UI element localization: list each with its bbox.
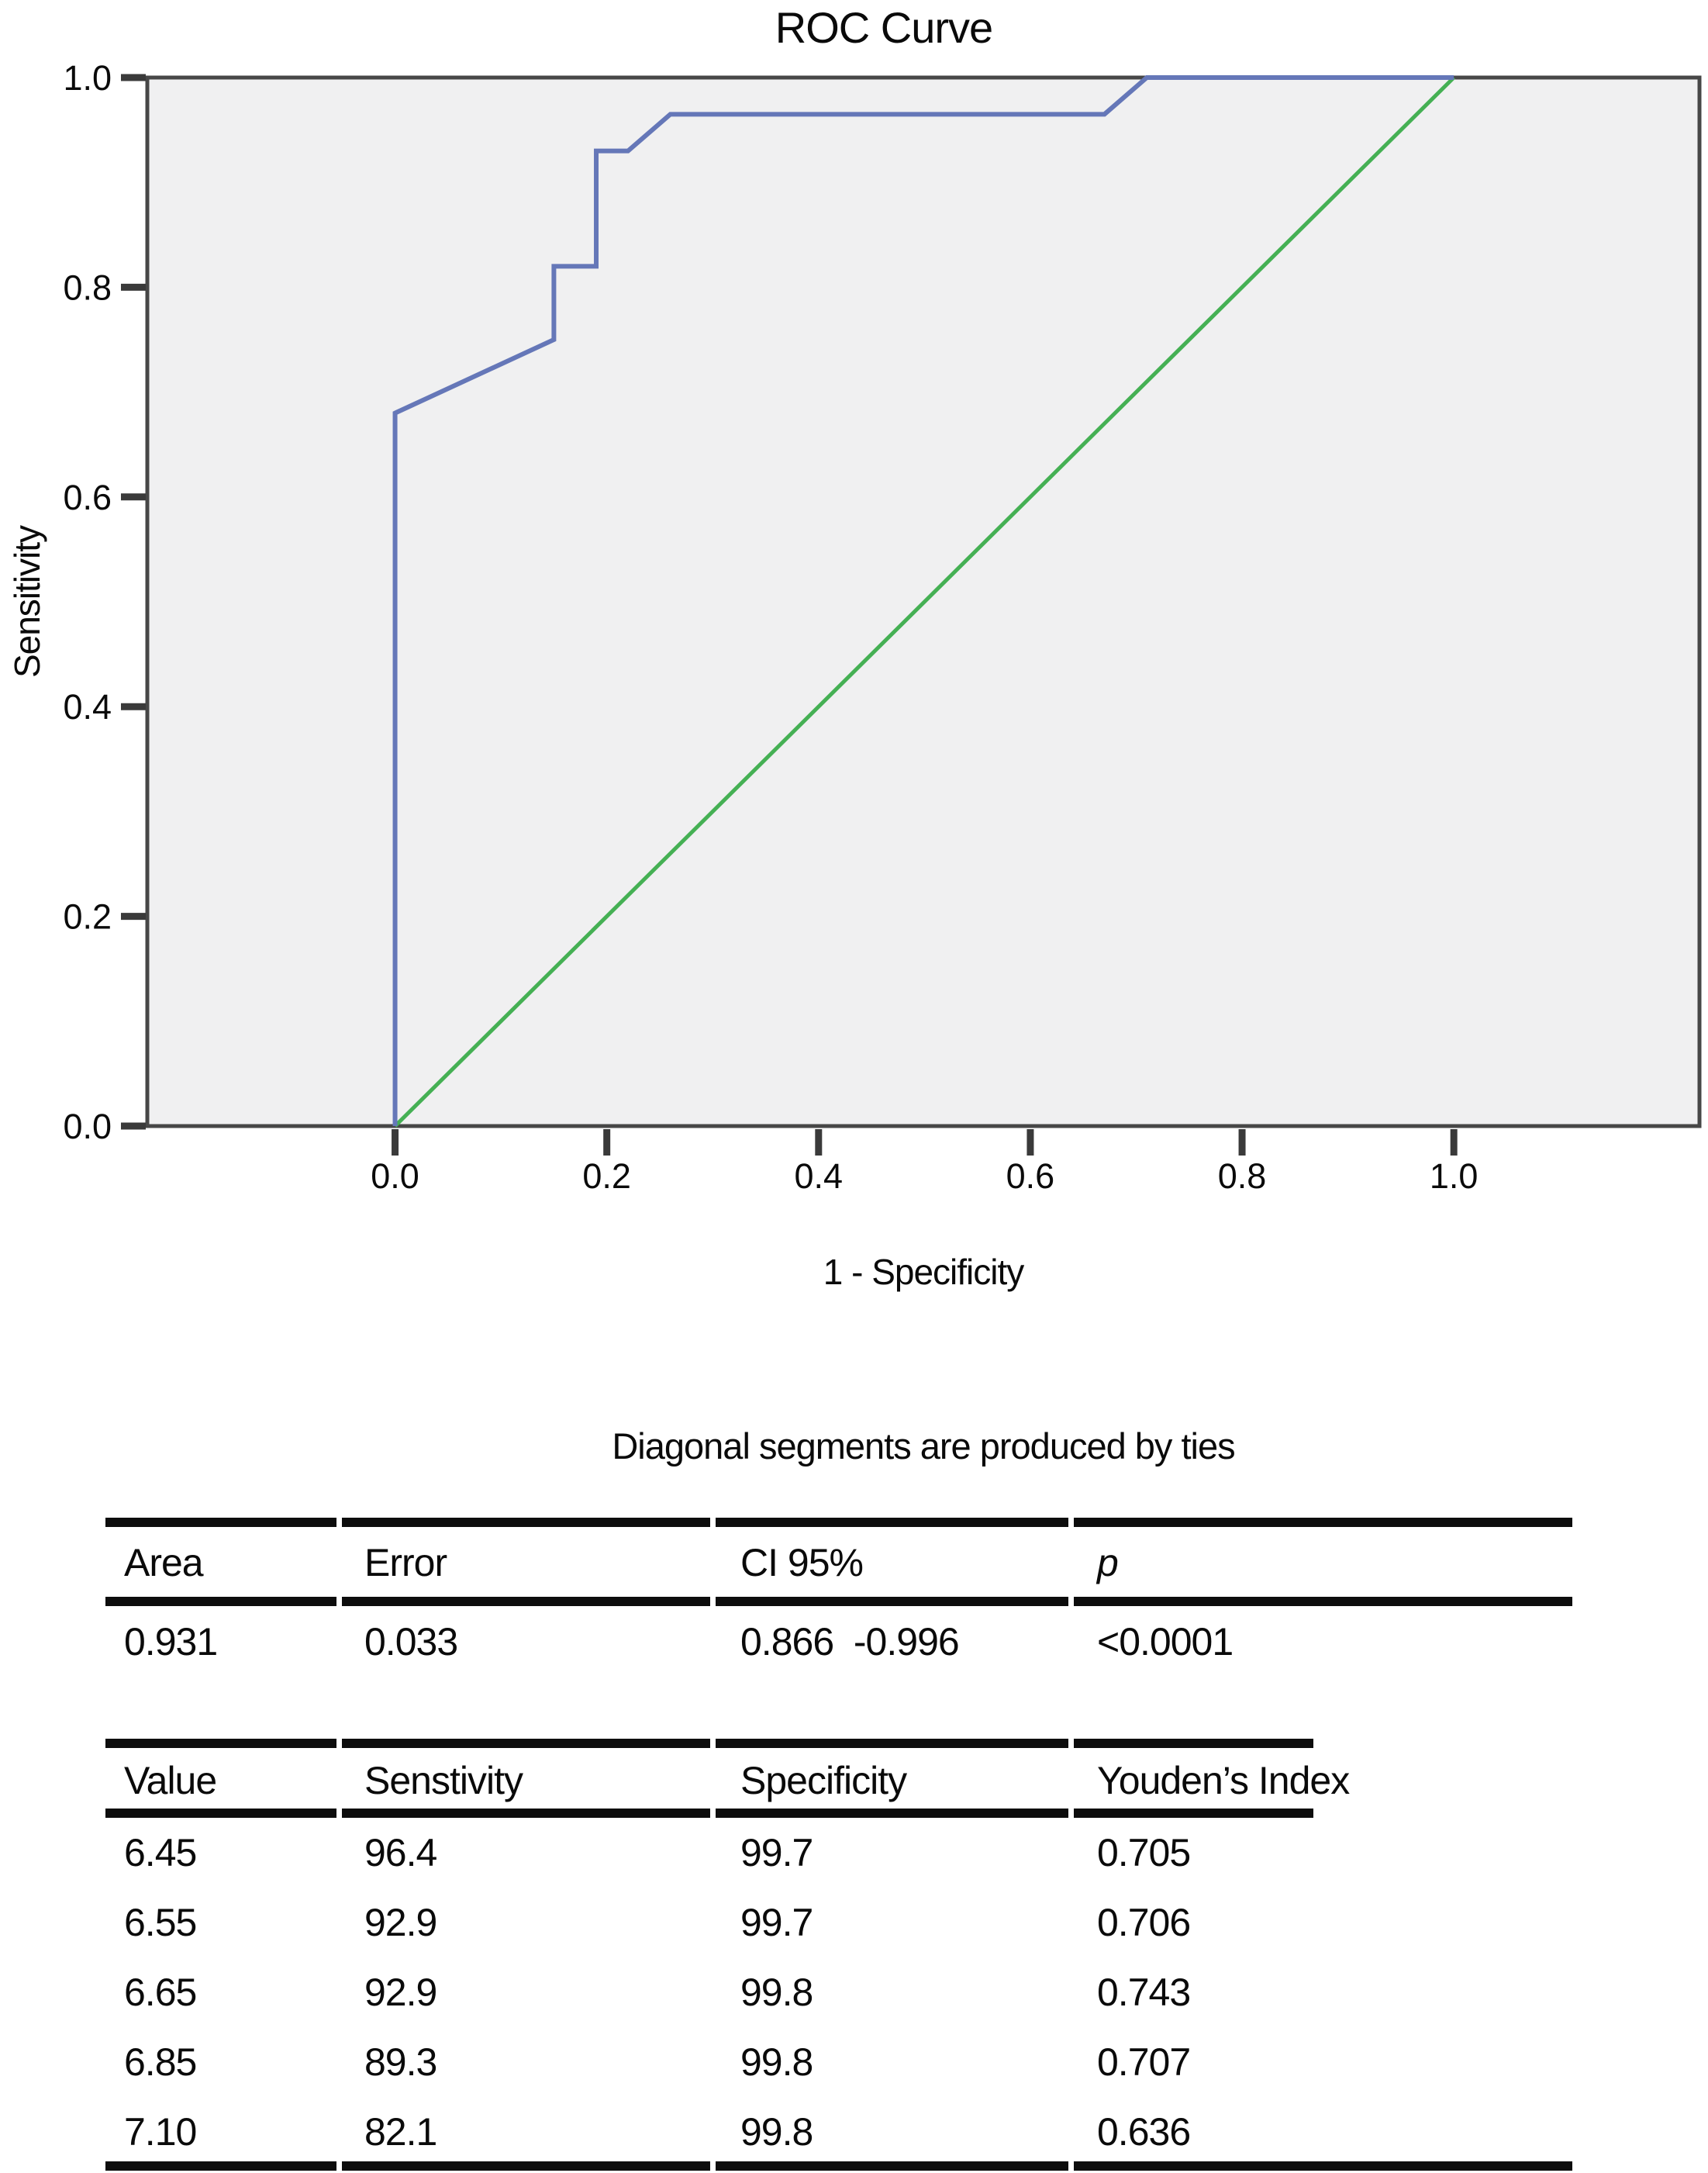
x-tick-label: 0.2 <box>582 1156 631 1196</box>
reference-diagonal-line <box>393 76 1455 1128</box>
auc-header-error: Error <box>364 1541 447 1584</box>
auc-value-ci: 0.866 -0.996 <box>740 1620 960 1663</box>
x-tick-label: 0.6 <box>1006 1156 1055 1196</box>
threshold-table-top-rule <box>105 1739 1313 1748</box>
roc-curve-line <box>392 75 1454 1126</box>
y-tick-label: 0.2 <box>63 897 112 937</box>
auc-table-top-rule <box>105 1518 1572 1527</box>
auc-header-area: Area <box>124 1541 204 1584</box>
th-cell: 99.8 <box>740 1971 813 2014</box>
th-cell: 92.9 <box>364 1971 437 2014</box>
th-cell: 6.55 <box>124 1901 197 1944</box>
th-cell: 6.85 <box>124 2040 197 2084</box>
y-tick-label: 0.6 <box>63 478 112 517</box>
th-cell: 82.1 <box>364 2110 437 2154</box>
th-cell: 7.10 <box>124 2110 197 2154</box>
x-axis-title: 1 - Specificity <box>823 1252 1025 1292</box>
plot-frame <box>145 75 1702 1128</box>
chart-caption: Diagonal segments are produced by ties <box>612 1425 1235 1467</box>
chart-title: ROC Curve <box>775 3 993 52</box>
auc-header-p: p <box>1097 1541 1119 1584</box>
auc-value-p: <0.0001 <box>1097 1620 1234 1663</box>
th-cell: 92.9 <box>364 1901 437 1944</box>
roc-plot: 0.0 0.2 0.4 0.6 0.8 1.0 0.0 0.2 0.4 0.6 0.8 1.0 <box>63 58 1702 1196</box>
y-tick-label: 1.0 <box>63 58 112 98</box>
x-tick-label: 1.0 <box>1430 1156 1479 1196</box>
th-cell: 99.8 <box>740 2110 813 2154</box>
th-cell: 0.705 <box>1097 1831 1191 1874</box>
threshold-table-header-rule <box>105 1809 1313 1818</box>
y-tick-label: 0.8 <box>63 268 112 307</box>
th-cell: 0.706 <box>1097 1901 1191 1944</box>
th-cell: 0.636 <box>1097 2110 1191 2154</box>
auc-value-error: 0.033 <box>364 1620 458 1663</box>
threshold-table-bottom-rule <box>105 2161 1572 2171</box>
auc-table-header-rule <box>105 1597 1572 1606</box>
x-tick-label: 0.0 <box>371 1156 419 1196</box>
y-tick-label: 0.0 <box>63 1107 112 1146</box>
th-cell: 0.707 <box>1097 2040 1191 2084</box>
th-header-specificity: Specificity <box>740 1759 907 1802</box>
th-cell: 99.7 <box>740 1901 813 1944</box>
th-header-sensitivity: Senstivity <box>364 1759 523 1802</box>
th-cell: 6.65 <box>124 1971 197 2014</box>
th-cell: 6.45 <box>124 1831 197 1874</box>
th-cell: 96.4 <box>364 1831 437 1874</box>
th-cell: 99.7 <box>740 1831 813 1874</box>
th-header-value: Value <box>124 1759 217 1802</box>
y-tick-label: 0.4 <box>63 687 112 727</box>
th-cell: 0.743 <box>1097 1971 1191 2014</box>
auc-value-area: 0.931 <box>124 1620 218 1663</box>
th-header-youden: Youden’s Index <box>1097 1759 1350 1802</box>
th-cell: 89.3 <box>364 2040 437 2084</box>
x-tick-label: 0.8 <box>1218 1156 1267 1196</box>
auc-header-ci: CI 95% <box>740 1541 864 1584</box>
th-cell: 99.8 <box>740 2040 813 2084</box>
x-tick-label: 0.4 <box>795 1156 844 1196</box>
